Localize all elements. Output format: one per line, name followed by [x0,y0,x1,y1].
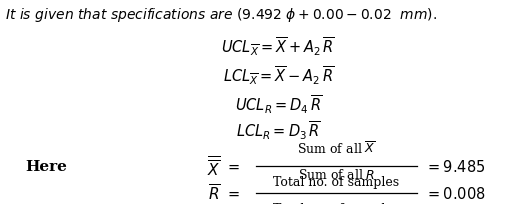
Text: $\it{It\ is\ given\ that\ specifications\ are\ (9.492\ \phi + 0.00 - 0.02\ \ mm): $\it{It\ is\ given\ that\ specifications… [5,6,436,24]
Text: $UCL_{\overline{X}} = \overline{X} + A_2\, \overline{R}$: $UCL_{\overline{X}} = \overline{X} + A_2… [221,36,335,58]
Text: $= 9.485$: $= 9.485$ [424,158,485,174]
Text: $\overline{R}$: $\overline{R}$ [207,183,220,203]
Text: $=$: $=$ [225,159,240,173]
Text: Total no. of samples: Total no. of samples [273,175,399,188]
Text: Sum of all $\overline{X}$: Sum of all $\overline{X}$ [296,140,375,156]
Text: $= 0.008$: $= 0.008$ [424,185,485,201]
Text: Here: Here [25,159,67,173]
Text: $UCL_R = D_4\, \overline{R}$: $UCL_R = D_4\, \overline{R}$ [234,93,321,115]
Text: Total no. of samples: Total no. of samples [273,202,399,204]
Text: $LCL_{\overline{X}} = \overline{X} - A_2\, \overline{R}$: $LCL_{\overline{X}} = \overline{X} - A_2… [222,64,333,87]
Text: $=$: $=$ [225,186,240,200]
Text: $\overline{\overline{X}}$: $\overline{\overline{X}}$ [207,154,220,178]
Text: $LCL_R = D_3\, \overline{R}$: $LCL_R = D_3\, \overline{R}$ [235,120,320,142]
Text: Sum of all $R$: Sum of all $R$ [297,167,375,181]
